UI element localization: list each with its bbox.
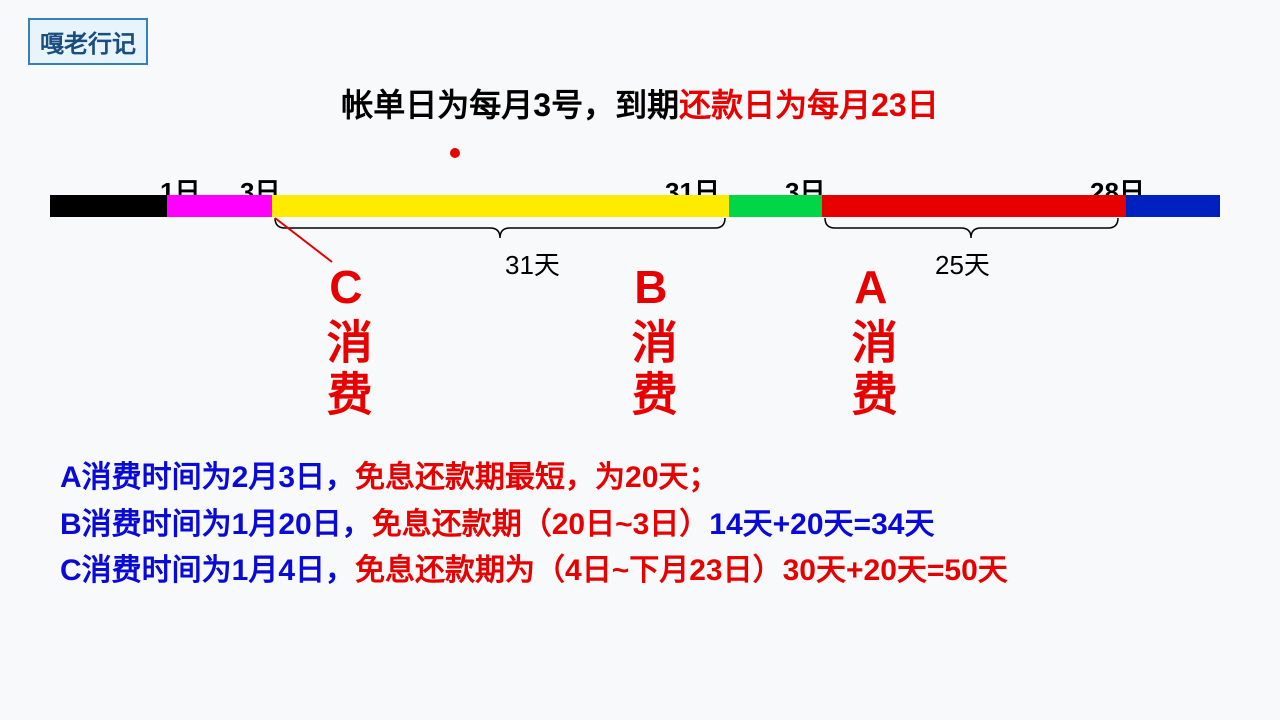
note-c: C消费时间为1月4日，免息还款期为（4日~下月23日）30天+20天=50天 [60,548,1008,595]
seg-yellow [272,195,728,217]
note-a-blue: A消费时间为2月3日， [60,461,355,494]
seg-magenta [167,195,272,217]
seg-green [729,195,823,217]
note-a-red: 免息还款期最短，为20天； [355,461,718,494]
period-31: 31天 [505,245,560,282]
note-c-red2: 30天+20天=50天 [783,554,1008,587]
note-b-red: 免息还款期（20日~3日） [372,508,710,541]
page-title: 帐单日为每月3号，到期还款日为每月23日 [0,80,1280,126]
point-a-word: 消费 [841,318,901,422]
seg-blue [1126,195,1220,217]
notes-block: A消费时间为2月3日，免息还款期最短，为20天； B消费时间为1月20日，免息还… [60,455,1008,595]
title-part-1: 帐单日为每月3号，到期 [341,87,679,123]
point-c: C 消费 [316,258,376,437]
marker-dot [450,148,460,158]
note-b: B消费时间为1月20日，免息还款期（20日~3日）14天+20天=34天 [60,502,1008,549]
point-a: A 消费 [841,258,901,437]
point-b-letter: B [634,261,667,313]
logo: 嘎老行记 [28,18,148,65]
note-c-red1: 免息还款期为（4日~下月23日） [355,554,783,587]
seg-red [822,195,1126,217]
timeline-bar [50,195,1220,217]
point-a-letter: A [854,261,887,313]
note-c-blue1: C消费时间为1月4日， [60,554,355,587]
point-c-word: 消费 [316,318,376,422]
seg-black [50,195,167,217]
point-b-word: 消费 [621,318,681,422]
note-b-blue2: 14天+20天=34天 [709,508,934,541]
brace-25 [825,218,1118,244]
point-b: B 消费 [621,258,681,437]
note-b-blue1: B消费时间为1月20日， [60,508,372,541]
point-c-letter: C [329,261,362,313]
brace-31 [275,218,725,244]
period-25: 25天 [935,245,990,282]
title-part-2: 还款日为每月23日 [679,87,939,123]
note-a: A消费时间为2月3日，免息还款期最短，为20天； [60,455,1008,502]
